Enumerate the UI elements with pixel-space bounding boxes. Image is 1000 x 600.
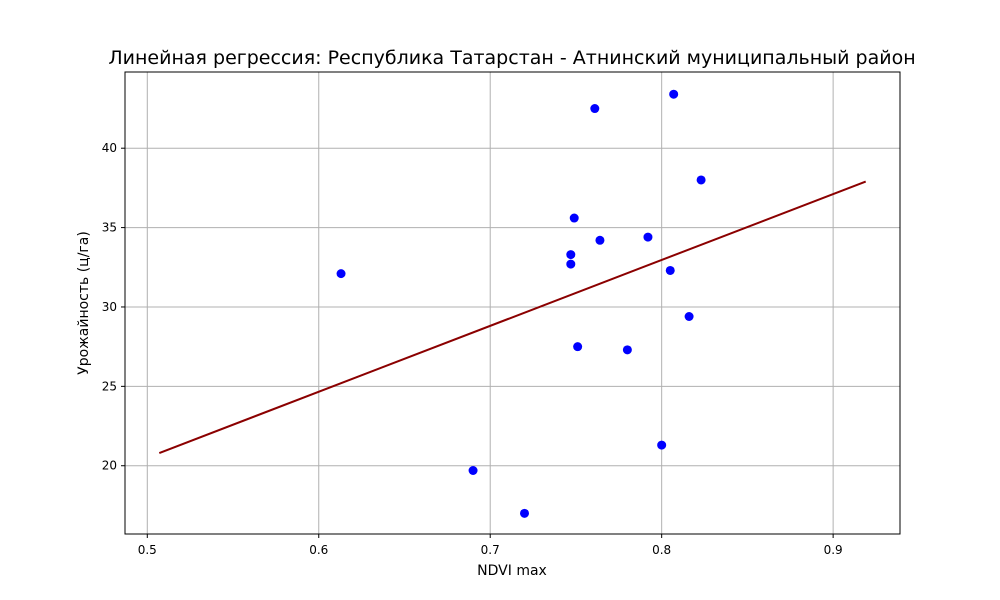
y-tick-label: 35 bbox=[102, 221, 117, 235]
y-tick-label: 30 bbox=[102, 300, 117, 314]
y-tick-label: 25 bbox=[102, 379, 117, 393]
data-point bbox=[684, 311, 694, 321]
y-axis-ticks: 20 25 30 35 40 bbox=[102, 141, 125, 473]
data-point bbox=[569, 213, 579, 223]
y-tick-label: 40 bbox=[102, 141, 117, 155]
y-axis-label: Урожайность (ц/га) bbox=[76, 231, 92, 375]
data-point bbox=[336, 269, 346, 279]
x-axis-ticks: 0.5 0.6 0.7 0.8 0.9 bbox=[138, 534, 843, 557]
data-point bbox=[696, 175, 706, 185]
data-point bbox=[566, 250, 576, 260]
data-point bbox=[573, 342, 583, 352]
data-point bbox=[622, 345, 632, 355]
grid-lines bbox=[125, 72, 900, 534]
chart-title: Линейная регрессия: Республика Татарстан… bbox=[108, 47, 915, 69]
data-point bbox=[643, 232, 653, 242]
x-tick-label: 0.5 bbox=[138, 543, 157, 557]
data-point bbox=[468, 465, 478, 475]
data-point bbox=[595, 235, 605, 245]
data-point bbox=[566, 259, 576, 269]
data-point bbox=[657, 440, 667, 450]
plot-frame bbox=[124, 71, 901, 535]
x-tick-label: 0.8 bbox=[652, 543, 671, 557]
x-tick-label: 0.6 bbox=[309, 543, 328, 557]
data-points bbox=[336, 89, 706, 518]
regression-line-group bbox=[158, 180, 867, 454]
regression-line bbox=[158, 180, 867, 454]
x-axis-label: NDVI max bbox=[477, 563, 547, 579]
data-point bbox=[590, 104, 600, 114]
data-point bbox=[669, 89, 679, 99]
data-point bbox=[520, 508, 530, 518]
data-point bbox=[665, 265, 675, 275]
plot-area bbox=[125, 72, 900, 534]
x-tick-label: 0.9 bbox=[824, 543, 843, 557]
x-tick-label: 0.7 bbox=[481, 543, 500, 557]
y-tick-label: 20 bbox=[102, 459, 117, 473]
